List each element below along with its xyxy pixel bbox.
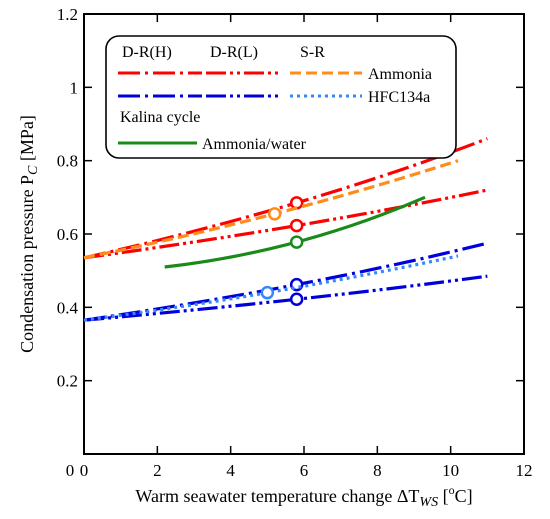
y-tick-label: 0.8 [57,152,78,171]
design-point-hfc-sr [260,285,275,300]
x-tick-label: 10 [442,461,459,480]
x-tick-label: 2 [153,461,162,480]
design-point-amm-drl [289,218,304,233]
x-tick-label: 0 [80,461,89,480]
legend-row-hfc: HFC134a [368,89,430,106]
series-line-amm-drl [83,188,488,260]
origin-tick-label: 0 [66,461,75,480]
x-tick-label: 8 [373,461,382,480]
series-line-hfc-drl [83,274,488,322]
legend-row-kalina: Ammonia/water [202,136,307,153]
y-tick-label: 1.2 [57,5,78,24]
x-tick-label: 12 [516,461,533,480]
axis-ticks: 0 2 4 6 8 10 12 0.2 0.4 0.6 0.8 1 1.2 0 [57,5,533,480]
x-axis-title: Warm seawater temperature change ΔTWS [o… [135,483,472,510]
y-tick-label: 0.4 [57,298,79,317]
x-tick-label: 4 [226,461,235,480]
legend-kalina-title: Kalina cycle [120,109,200,126]
design-point-amm-sr [267,207,282,221]
y-tick-label: 0.6 [57,225,78,244]
legend-header-sr: S-R [300,44,325,61]
y-axis-title: Condensation pressure PC [MPa] [17,115,41,353]
legend-box [105,35,457,159]
design-point-kalina [289,235,304,249]
x-tick-label: 6 [300,461,309,480]
series-line-hfc-drh [83,241,488,322]
legend-row-ammonia: Ammonia [368,66,432,83]
y-tick-label: 0.2 [57,372,78,391]
series-layer [83,137,488,322]
legend-header-dr-h: D-R(H) [122,44,172,61]
y-tick-label: 1 [70,78,79,97]
design-point-hfc-drl [289,292,304,307]
legend-header-dr-l: D-R(L) [210,44,258,61]
